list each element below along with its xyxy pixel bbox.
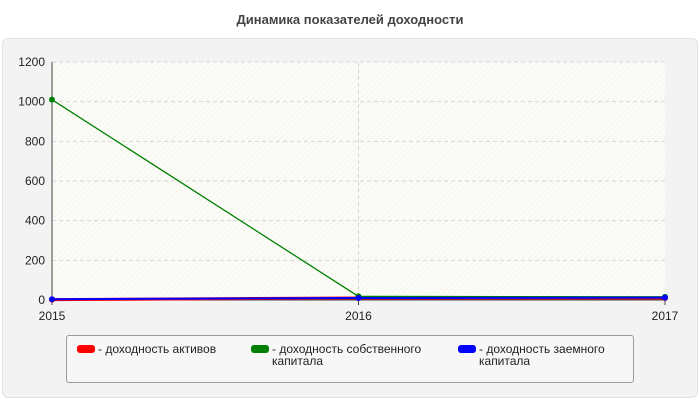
legend-label-equity-return: - доходность собственного капитала	[272, 342, 422, 368]
legend-item-debt-return[interactable]: - доходность заемного капитала	[458, 343, 628, 367]
tick-labels: 0 200 400 600 800 1000 1200 2015 2016 2017	[18, 55, 678, 323]
legend-label-debt-return: - доходность заемного капитала	[479, 342, 605, 368]
legend-swatch-asset-return	[77, 345, 95, 353]
y-tick-label: 800	[25, 134, 45, 148]
y-tick-label: 600	[25, 174, 45, 188]
series-debt-return-point	[662, 294, 668, 301]
series-equity-return-point	[49, 96, 55, 103]
y-tick-label: 1000	[18, 95, 45, 109]
series	[49, 96, 668, 303]
grid	[52, 61, 665, 300]
x-tick-label: 2015	[39, 309, 66, 323]
y-tick-label: 1200	[18, 55, 45, 69]
x-tick-label: 2017	[652, 309, 679, 323]
y-tick-label: 400	[25, 214, 45, 228]
legend-swatch-equity-return	[251, 345, 269, 353]
legend: - доходность активов - доходность собств…	[66, 335, 634, 383]
legend-item-asset-return[interactable]: - доходность активов	[77, 343, 242, 355]
chart-title: Динамика показателей доходности	[236, 12, 464, 27]
x-tick-label: 2016	[345, 309, 372, 323]
y-tick-label: 0	[38, 293, 45, 307]
legend-label-asset-return: - доходность активов	[98, 342, 217, 356]
series-debt-return-point	[355, 295, 362, 302]
legend-item-equity-return[interactable]: - доходность собственного капитала	[251, 343, 441, 367]
series-debt-return-point	[49, 296, 55, 303]
legend-swatch-debt-return	[458, 345, 476, 353]
y-tick-label: 200	[25, 253, 45, 267]
